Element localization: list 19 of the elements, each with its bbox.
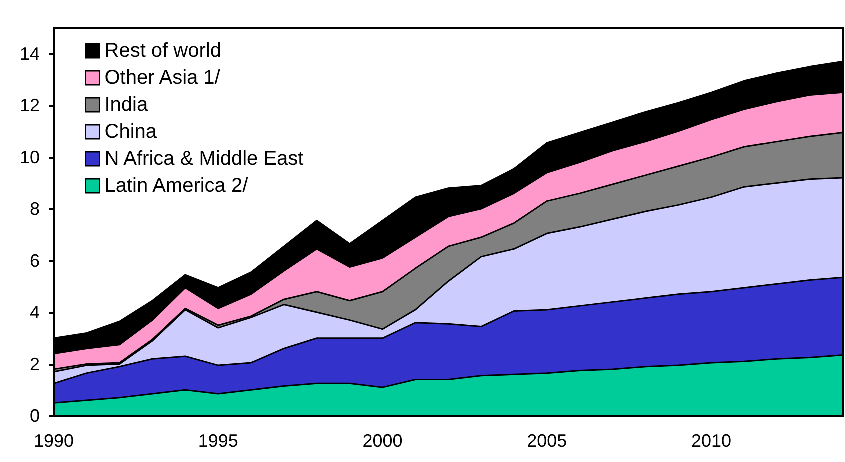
legend-label: Rest of world	[104, 40, 222, 62]
y-tick-label: 10	[20, 147, 40, 168]
legend-label: China	[104, 121, 158, 143]
y-tick-label: 0	[30, 406, 40, 426]
x-tick-label: 1995	[198, 431, 238, 451]
legend-label: Latin America 2/	[104, 175, 249, 197]
x-tick-label: 2005	[527, 431, 568, 451]
legend-label: Other Asia 1/	[104, 67, 221, 89]
y-tick-label: 2	[30, 354, 40, 374]
x-tick-label: 2010	[691, 431, 732, 451]
y-tick-label: 14	[20, 44, 40, 64]
y-tick-label: 6	[30, 250, 40, 271]
y-tick-label: 8	[30, 199, 40, 220]
y-tick-label: 4	[30, 302, 40, 323]
y-tick-label: 12	[20, 96, 40, 116]
legend-label: India	[104, 94, 149, 116]
legend-label: N Africa & Middle East	[104, 148, 304, 170]
x-tick-label: 2000	[362, 431, 403, 451]
x-tick-label: 1990	[34, 431, 74, 451]
